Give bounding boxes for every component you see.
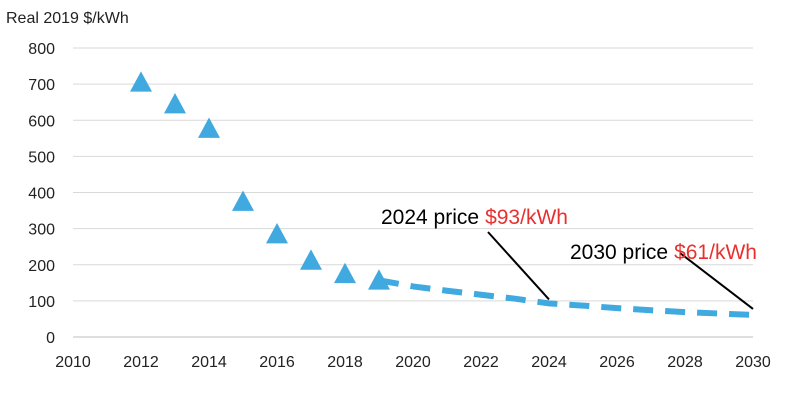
y-tick-label: 200 xyxy=(28,258,55,275)
data-point-triangle xyxy=(300,249,322,270)
data-point-triangle xyxy=(334,262,356,284)
data-point-triangle xyxy=(198,117,220,138)
y-tick-labels: 0 100 200 300 400 500 600 700 800 xyxy=(28,41,55,347)
y-tick-label: 600 xyxy=(28,113,55,130)
grid xyxy=(73,47,753,338)
data-point-triangle xyxy=(368,269,390,290)
data-point-triangle xyxy=(266,223,288,244)
x-tick-label: 2030 xyxy=(735,354,771,371)
x-tick-label: 2026 xyxy=(599,354,635,371)
x-tick-label: 2014 xyxy=(191,354,227,371)
x-tick-label: 2028 xyxy=(667,354,703,371)
annotation-2030-leader xyxy=(679,252,754,310)
annotation-2024: 2024 price $93/kWh xyxy=(381,206,568,229)
annotation-2024-value: $93/kWh xyxy=(485,206,568,229)
x-tick-label: 2022 xyxy=(463,354,499,371)
x-tick-label: 2010 xyxy=(55,354,91,371)
y-tick-label: 700 xyxy=(28,77,55,94)
y-tick-label: 0 xyxy=(46,330,55,347)
x-tick-label: 2020 xyxy=(395,354,431,371)
annotation-2024-prefix: 2024 price xyxy=(381,206,479,229)
x-tick-label: 2012 xyxy=(123,354,159,371)
data-point-triangle xyxy=(232,190,254,211)
x-tick-labels: 2010 2012 2014 2016 2018 2020 2022 2024 2026 2028… xyxy=(55,354,771,371)
data-point-triangle xyxy=(130,71,152,92)
y-tick-label: 300 xyxy=(28,222,55,239)
x-tick-label: 2018 xyxy=(327,354,363,371)
y-axis-label: Real 2019 $/kWh xyxy=(6,10,129,27)
x-tick-label: 2024 xyxy=(531,354,567,371)
y-tick-label: 800 xyxy=(28,41,55,58)
data-point-triangle xyxy=(164,92,186,114)
annotation-2030: 2030 price $61/kWh xyxy=(570,241,757,264)
annotation-2024-leader xyxy=(487,231,550,301)
y-tick-label: 100 xyxy=(28,294,55,311)
y-tick-label: 400 xyxy=(28,186,55,203)
historical-markers xyxy=(130,71,390,290)
x-tick-label: 2016 xyxy=(259,354,295,371)
y-tick-label: 500 xyxy=(28,149,55,166)
forecast-dashed-line xyxy=(378,277,754,318)
annotation-2030-value: $61/kWh xyxy=(674,241,757,264)
annotation-2030-prefix: 2030 price xyxy=(570,241,668,264)
